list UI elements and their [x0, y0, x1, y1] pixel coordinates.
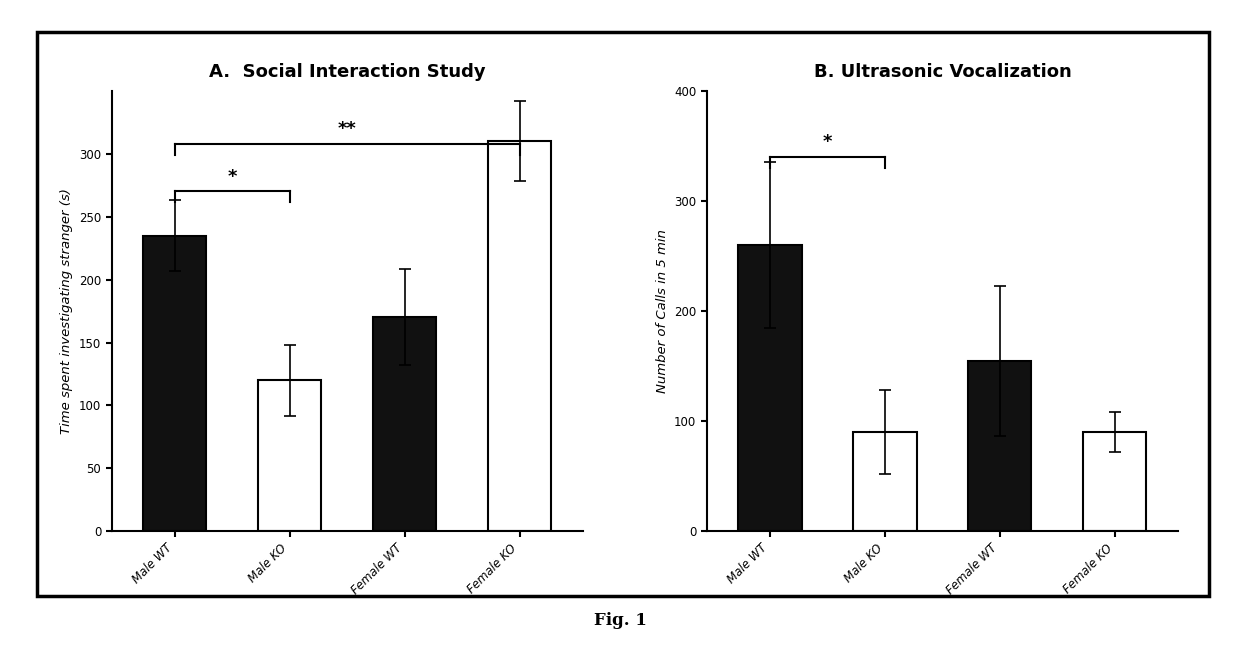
Bar [489, 141, 552, 531]
Bar [853, 432, 916, 531]
Y-axis label: Number of Calls in 5 min: Number of Calls in 5 min [656, 229, 668, 393]
Text: *: * [823, 133, 832, 151]
Bar [373, 318, 436, 531]
Bar [1084, 432, 1147, 531]
Title: A.  Social Interaction Study: A. Social Interaction Study [208, 63, 486, 81]
Text: *: * [228, 168, 237, 186]
Bar [143, 235, 206, 531]
Text: Fig. 1: Fig. 1 [594, 612, 646, 629]
Text: **: ** [337, 120, 357, 138]
Y-axis label: Time spent investigating stranger (s): Time spent investigating stranger (s) [61, 188, 73, 434]
Bar [258, 380, 321, 531]
Title: B. Ultrasonic Vocalization: B. Ultrasonic Vocalization [813, 63, 1071, 81]
Bar [968, 360, 1032, 531]
Bar [738, 245, 801, 531]
